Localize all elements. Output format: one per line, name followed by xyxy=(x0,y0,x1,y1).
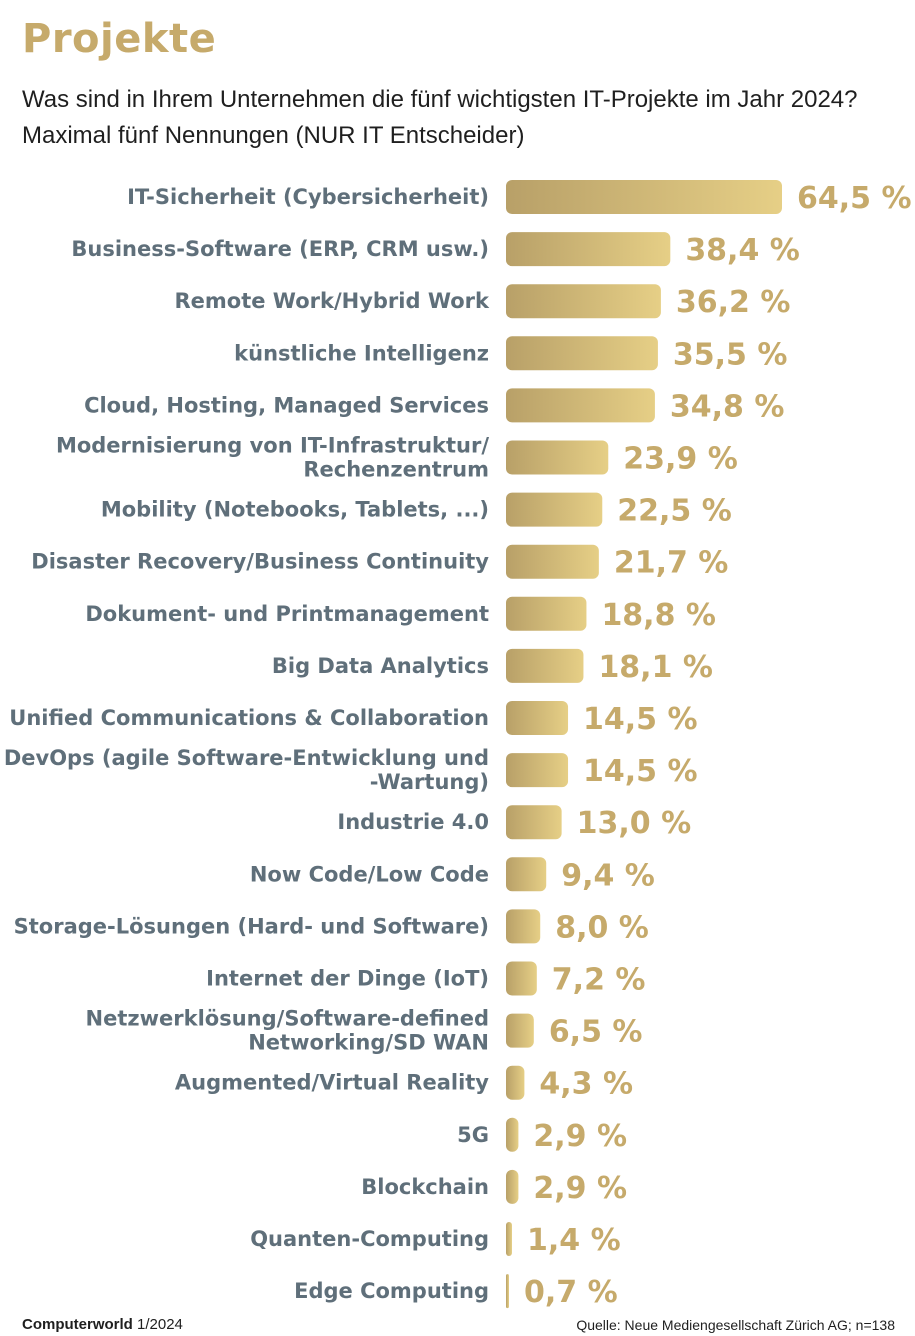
value-label: 0,7 % xyxy=(524,1275,618,1310)
category-label: Disaster Recovery/Business Continuity xyxy=(31,550,489,574)
bar xyxy=(506,1013,534,1048)
category-label: Business-Software (ERP, CRM usw.) xyxy=(71,237,489,261)
bar xyxy=(506,961,537,996)
category-label: Unified Communications & Collaboration xyxy=(9,706,489,730)
value-label: 18,8 % xyxy=(601,598,716,633)
bar xyxy=(506,909,541,944)
publication-issue: 1/2024 xyxy=(137,1316,183,1333)
value-label: 14,5 % xyxy=(583,754,698,789)
value-label: 23,9 % xyxy=(623,442,738,477)
bar xyxy=(506,1274,509,1309)
category-label: DevOps (agile Software-Entwicklung und -W… xyxy=(4,746,489,794)
value-label: 1,4 % xyxy=(527,1223,621,1258)
publication-name: Computerworld xyxy=(22,1316,133,1333)
bar xyxy=(506,596,587,631)
category-label: Blockchain xyxy=(361,1175,489,1199)
bar xyxy=(506,753,569,788)
bar xyxy=(506,1222,512,1256)
value-label: 14,5 % xyxy=(583,702,698,737)
bars-layer: IT-Sicherheit (Cybersicherheit) 64,5 % Bus… xyxy=(4,180,912,1310)
publication-credit: Computerworld 1/2024 xyxy=(22,1316,183,1333)
value-label: 34,8 % xyxy=(670,389,785,424)
value-label: 8,0 % xyxy=(555,910,649,945)
value-label: 21,7 % xyxy=(614,546,729,581)
category-label: Modernisierung von IT-Infrastruktur/Rech… xyxy=(56,434,489,482)
category-label: Augmented/Virtual Reality xyxy=(175,1071,489,1095)
value-label: 9,4 % xyxy=(561,858,655,893)
bar xyxy=(506,492,603,527)
category-label: Netzwerklösung/Software-defined Networkin… xyxy=(86,1007,489,1055)
category-label: Edge Computing xyxy=(294,1279,489,1303)
category-label: Quanten-Computing xyxy=(250,1227,489,1251)
bar xyxy=(506,805,562,840)
bar xyxy=(506,857,547,892)
value-label: 18,1 % xyxy=(598,650,713,685)
value-label: 13,0 % xyxy=(577,806,692,841)
bar xyxy=(506,1065,525,1100)
value-label: 35,5 % xyxy=(673,337,788,372)
category-label: Industrie 4.0 xyxy=(337,810,489,834)
value-label: 2,9 % xyxy=(533,1171,627,1206)
category-label: 5G xyxy=(457,1123,489,1147)
category-label: Dokument- und Printmanagement xyxy=(85,602,489,626)
bar xyxy=(506,544,599,579)
bar xyxy=(506,1117,519,1152)
chart-subtitle: Was sind in Ihrem Unternehmen die fünf w… xyxy=(22,86,858,149)
category-label: Internet der Dinge (IoT) xyxy=(206,967,489,991)
value-label: 36,2 % xyxy=(676,285,791,320)
value-label: 6,5 % xyxy=(549,1015,643,1050)
bar xyxy=(506,701,569,735)
bar xyxy=(506,388,655,423)
value-label: 2,9 % xyxy=(533,1119,627,1154)
category-label: Cloud, Hosting, Managed Services xyxy=(84,393,489,417)
category-label: Big Data Analytics xyxy=(272,654,489,678)
value-label: 64,5 % xyxy=(797,181,912,216)
category-label: Remote Work/Hybrid Work xyxy=(174,289,490,313)
source-note: Quelle: Neue Mediengesellschaft Zürich A… xyxy=(576,1317,895,1333)
bar xyxy=(506,648,584,683)
chart-title: Projekte xyxy=(22,16,217,62)
bar xyxy=(506,1169,519,1204)
value-label: 4,3 % xyxy=(539,1067,633,1102)
bar xyxy=(506,180,782,214)
bar xyxy=(506,440,609,475)
category-label: Storage-Lösungen (Hard- und Software) xyxy=(14,914,489,938)
category-label: künstliche Intelligenz xyxy=(234,341,489,365)
value-label: 22,5 % xyxy=(617,494,732,529)
category-label: IT-Sicherheit (Cybersicherheit) xyxy=(127,185,489,209)
bar xyxy=(506,336,658,371)
value-label: 7,2 % xyxy=(552,963,646,998)
bar xyxy=(506,284,661,319)
value-label: 38,4 % xyxy=(685,233,800,268)
category-label: Now Code/Low Code xyxy=(250,862,489,886)
category-label: Mobility (Notebooks, Tablets, ...) xyxy=(101,498,489,522)
bar xyxy=(506,232,671,267)
